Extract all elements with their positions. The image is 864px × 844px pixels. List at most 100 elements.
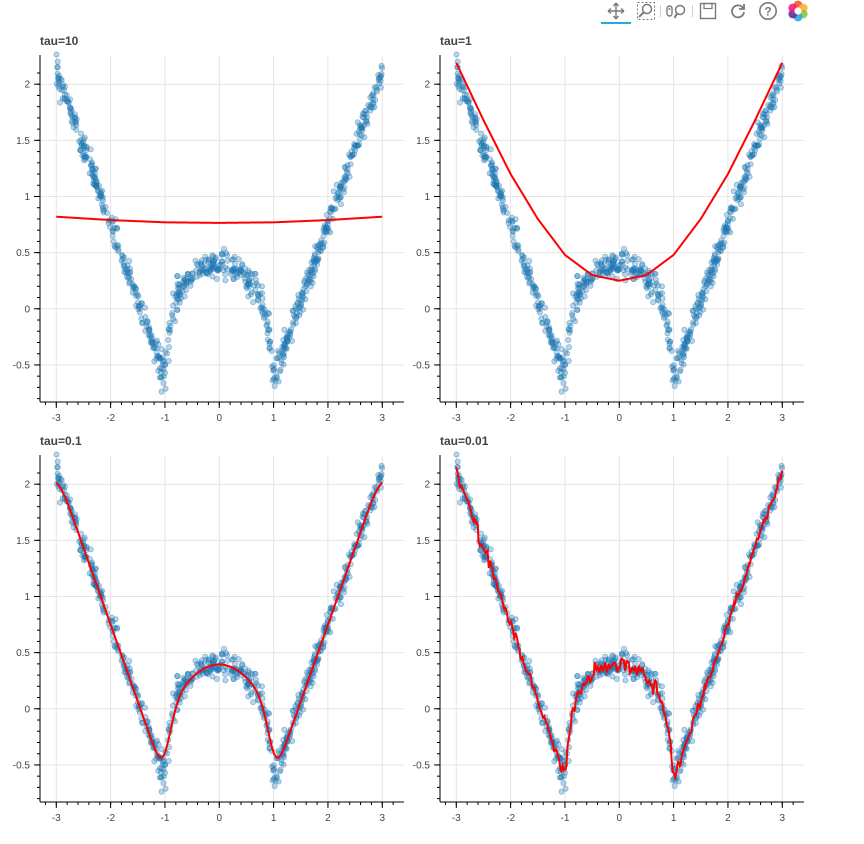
scatter-point <box>216 266 223 273</box>
scatter-point <box>680 352 687 359</box>
scatter-point <box>361 534 368 541</box>
scatter-point <box>53 80 60 87</box>
scatter-point <box>176 299 183 306</box>
scatter-point <box>317 248 324 255</box>
scatter-point <box>255 291 262 298</box>
scatter-point <box>344 162 351 169</box>
scatter-point <box>63 98 70 105</box>
scatter-point <box>99 187 106 194</box>
scatter-point <box>211 257 218 264</box>
scatter-point <box>160 380 167 387</box>
fit-line <box>56 215 383 224</box>
x-tick-label: 2 <box>725 813 731 824</box>
box-zoom-tool-button[interactable] <box>634 0 658 22</box>
scatter-point <box>478 130 485 137</box>
scatter-point <box>266 345 273 352</box>
scatter-point <box>664 318 671 325</box>
scatter-point <box>132 289 139 296</box>
scatter-point <box>89 166 96 173</box>
scatter-point <box>337 183 344 190</box>
help-tool-button[interactable]: ? <box>756 0 780 22</box>
scatter-point <box>307 278 314 285</box>
scatter-point <box>92 166 99 173</box>
scatter-point <box>204 268 211 275</box>
scatter-point <box>219 651 226 658</box>
scatter-point <box>358 124 365 131</box>
scatter-point <box>620 645 627 652</box>
scatter-point <box>229 256 236 263</box>
scatter-point <box>337 601 344 608</box>
scatter-point <box>264 321 271 328</box>
scatter-point <box>619 651 626 658</box>
scatter-point <box>238 267 245 274</box>
scatter-point <box>109 228 116 235</box>
scatter-point <box>539 720 546 727</box>
scatter-point <box>214 266 221 273</box>
scatter-point <box>122 269 129 276</box>
scatter-point <box>276 354 283 361</box>
scatter-point <box>308 266 315 273</box>
scatter-point <box>281 342 288 349</box>
scatter-point <box>156 374 163 381</box>
scatter-point <box>337 201 344 208</box>
toolbar-separator <box>692 5 693 17</box>
scatter-point <box>77 147 84 154</box>
scatter-point <box>284 331 291 338</box>
wheel-zoom-tool-button[interactable] <box>665 0 689 22</box>
scatter-point <box>124 273 131 280</box>
scatter-point <box>311 252 318 259</box>
x-tick-label: 3 <box>379 813 385 824</box>
scatter-point <box>126 257 133 264</box>
scatter-point <box>112 244 119 251</box>
scatter-point <box>307 276 314 283</box>
y-tick-label: 0.5 <box>416 648 430 659</box>
scatter-point <box>509 227 516 234</box>
scatter-point <box>284 333 291 340</box>
reset-tool-button[interactable] <box>726 0 750 22</box>
scatter-point <box>71 111 78 118</box>
scatter-point <box>294 300 301 307</box>
scatter-point <box>371 104 378 111</box>
scatter-point <box>378 462 385 469</box>
active-tool-indicator <box>601 22 631 24</box>
scatter-point <box>218 258 225 265</box>
scatter-point <box>263 322 270 329</box>
scatter-point <box>212 264 219 271</box>
scatter-point <box>280 361 287 368</box>
scatter-point <box>280 354 287 361</box>
scatter-point <box>712 267 719 274</box>
scatter-point <box>566 319 573 326</box>
scatter-point <box>61 83 68 90</box>
scatter-point <box>155 341 162 348</box>
scatter-point <box>113 244 120 251</box>
save-tool-button[interactable] <box>696 0 720 22</box>
scatter-point <box>569 690 576 697</box>
scatter-point <box>115 246 122 253</box>
scatter-point <box>214 267 221 274</box>
scatter-point <box>297 303 304 310</box>
scatter-point <box>286 328 293 335</box>
scatter-point <box>111 242 118 249</box>
scatter-point <box>354 142 361 149</box>
scatter-point <box>68 108 75 115</box>
scatter-point <box>211 258 218 265</box>
scatter-point <box>355 142 362 149</box>
x-tick-label: -2 <box>506 813 515 824</box>
scatter-point <box>323 229 330 236</box>
x-tick-label: -1 <box>561 413 570 424</box>
scatter-point <box>345 151 352 158</box>
pan-tool-button[interactable] <box>604 0 628 22</box>
scatter-point <box>200 267 207 274</box>
scatter-point <box>137 305 144 312</box>
scatter-point <box>261 313 268 320</box>
scatter-point <box>376 75 383 82</box>
scatter-point <box>153 739 160 746</box>
scatter-point <box>247 691 254 698</box>
scatter-point <box>196 268 203 275</box>
scatter-point <box>72 118 79 125</box>
scatter-point <box>541 304 548 311</box>
scatter-point <box>150 345 157 352</box>
scatter-point <box>644 281 651 288</box>
scatter-point <box>67 104 74 111</box>
bokeh-logo-link[interactable] <box>786 0 810 22</box>
